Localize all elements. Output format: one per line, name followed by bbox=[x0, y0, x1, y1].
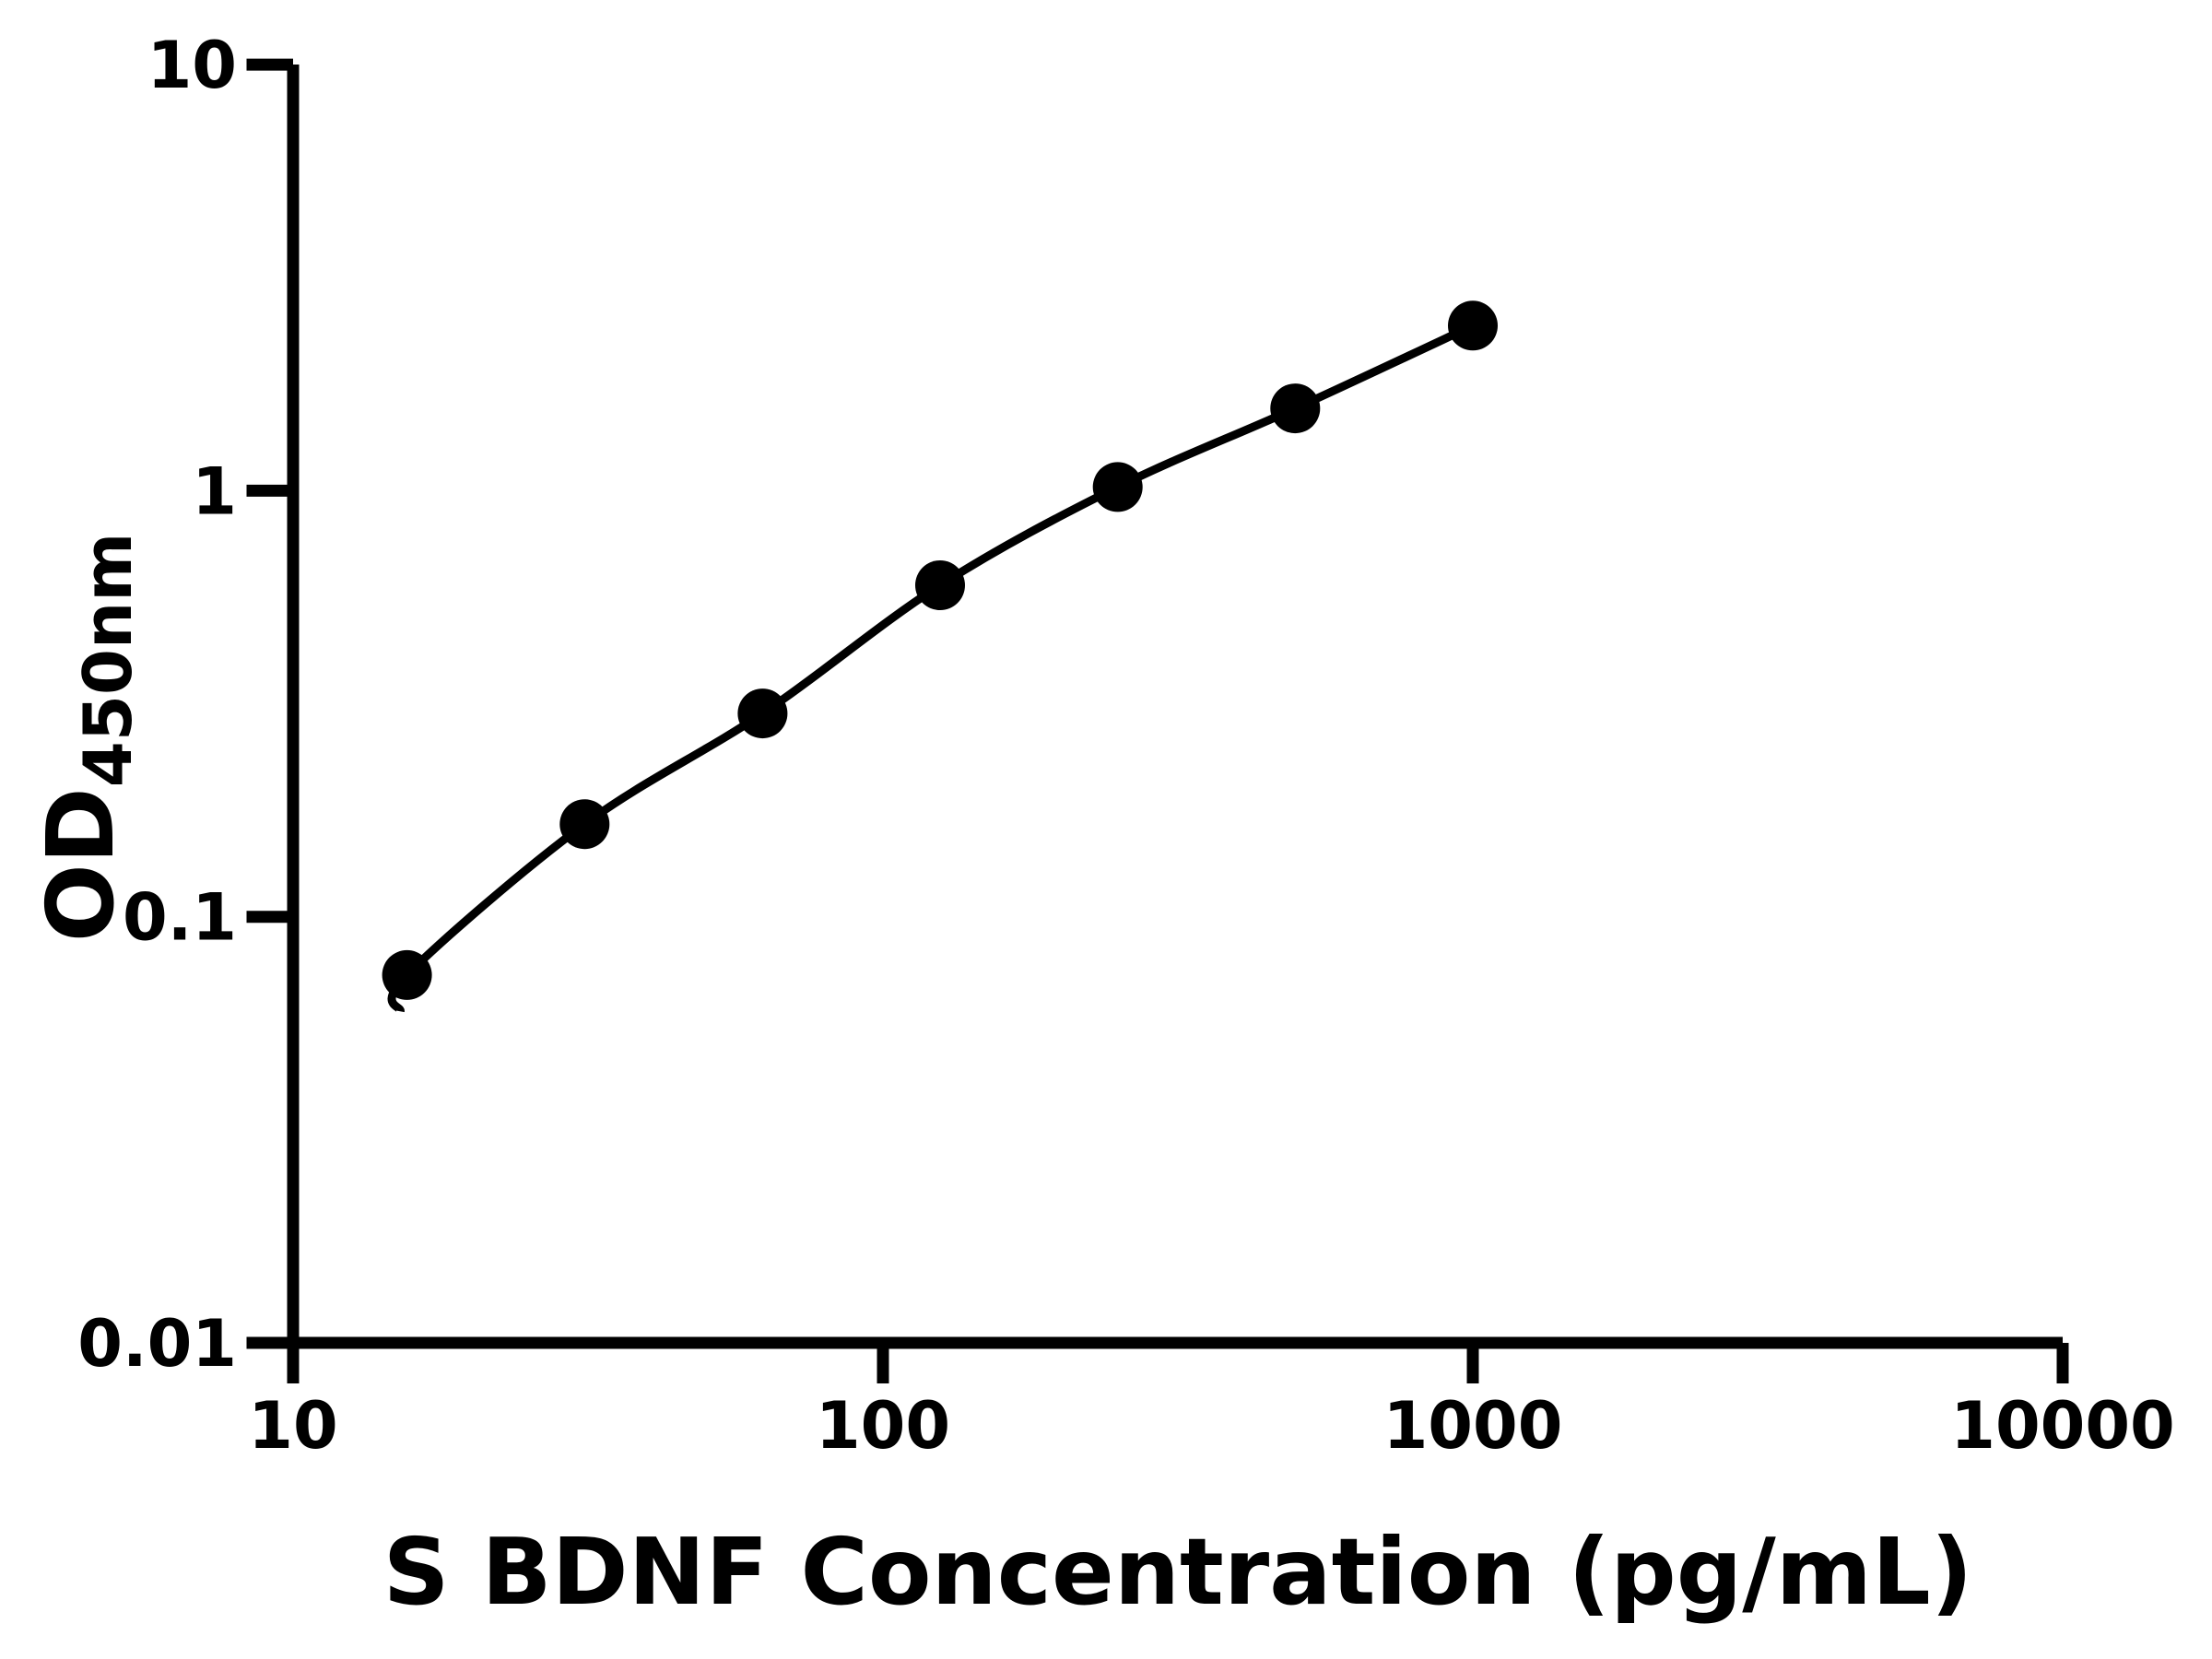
data-point bbox=[915, 560, 965, 610]
y-axis-title: OD450nm bbox=[27, 533, 147, 943]
data-point bbox=[1448, 300, 1498, 351]
x-tick-label: 1000 bbox=[1383, 1388, 1563, 1464]
y-axis-title-main: OD bbox=[27, 787, 135, 942]
y-tick-label: 1 bbox=[192, 453, 237, 529]
y-tick-label: 10 bbox=[147, 28, 237, 103]
y-tick-label: 0.01 bbox=[77, 1306, 237, 1382]
fit-curve bbox=[387, 322, 1475, 1013]
x-tick-label: 10000 bbox=[1950, 1388, 2175, 1464]
data-point bbox=[1092, 462, 1143, 512]
y-axis-title-subscript: 450nm bbox=[69, 533, 147, 788]
x-axis-title: S BDNF Concentration (pg/mL) bbox=[383, 1518, 1973, 1626]
plot-area: 10 100 1000 10000 0.01 0.1 1 10 bbox=[77, 28, 2174, 1464]
data-point bbox=[1270, 383, 1321, 434]
x-tick-label: 100 bbox=[816, 1388, 950, 1464]
x-tick-label: 10 bbox=[248, 1388, 337, 1464]
data-point bbox=[737, 688, 788, 739]
data-point bbox=[559, 799, 610, 850]
y-tick-label: 0.1 bbox=[123, 880, 237, 956]
data-point bbox=[382, 949, 432, 1000]
